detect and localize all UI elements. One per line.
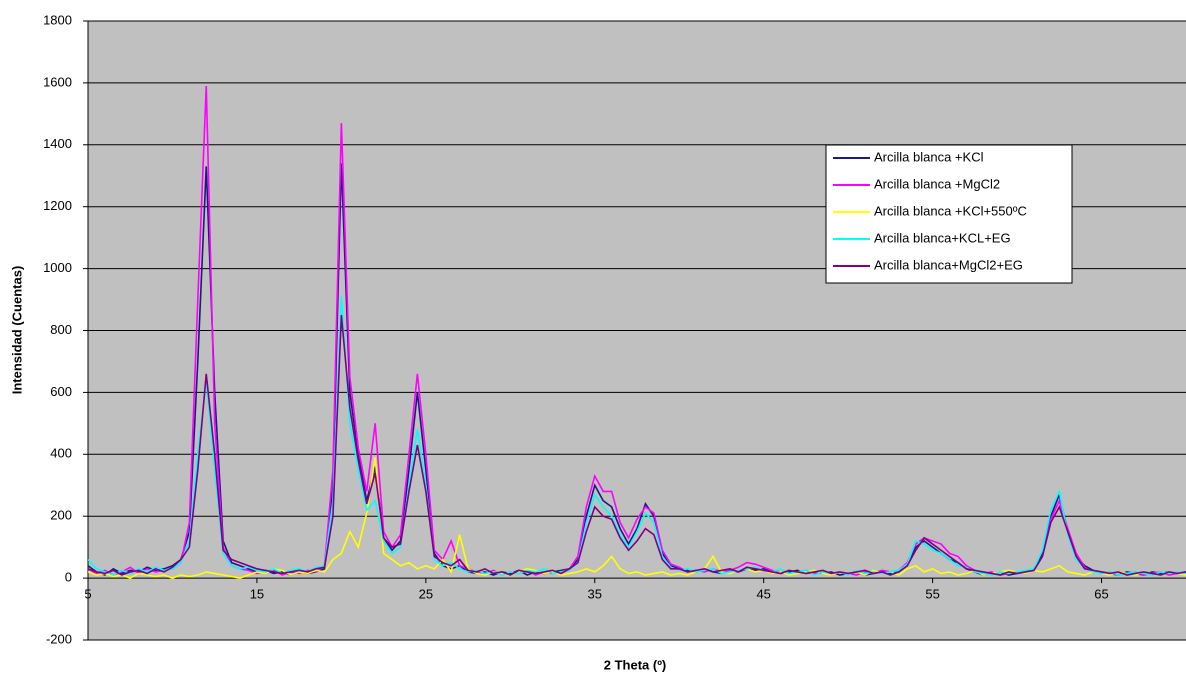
x-tick-label: 65 — [1094, 587, 1108, 602]
legend-label: Arcilla blanca+MgCl2+EG — [874, 257, 1023, 272]
legend-label: Arcilla blanca+KCL+EG — [874, 230, 1011, 245]
x-tick-label: 35 — [588, 587, 602, 602]
x-tick-label: 55 — [925, 587, 939, 602]
x-tick-label: 25 — [419, 587, 433, 602]
legend-label: Arcilla blanca +KCl+550ºC — [874, 203, 1027, 218]
x-tick-label: 5 — [84, 587, 91, 602]
x-tick-label: 15 — [250, 587, 264, 602]
y-axis-label: Intensidad (Cuentas) — [9, 266, 24, 395]
x-tick-label: 45 — [756, 587, 770, 602]
legend-label: Arcilla blanca +MgCl2 — [874, 176, 1000, 191]
y-tick-label: 1200 — [43, 198, 72, 213]
y-tick-label: 800 — [50, 322, 72, 337]
y-tick-label: 1000 — [43, 260, 72, 275]
y-tick-label: 0 — [65, 570, 72, 585]
y-tick-label: 1400 — [43, 136, 72, 151]
legend-label: Arcilla blanca +KCl — [874, 149, 984, 164]
legend-box — [825, 144, 1073, 284]
y-tick-label: 200 — [50, 508, 72, 523]
y-tick-label: 1600 — [43, 74, 72, 89]
x-axis-label: 2 Theta (º) — [604, 657, 667, 672]
series-line — [88, 314, 1186, 576]
y-tick-label: 1800 — [43, 12, 72, 27]
y-tick-label: 400 — [50, 446, 72, 461]
series-line — [88, 296, 1186, 576]
y-tick-label: 600 — [50, 384, 72, 399]
y-tick-label: -200 — [46, 631, 72, 646]
